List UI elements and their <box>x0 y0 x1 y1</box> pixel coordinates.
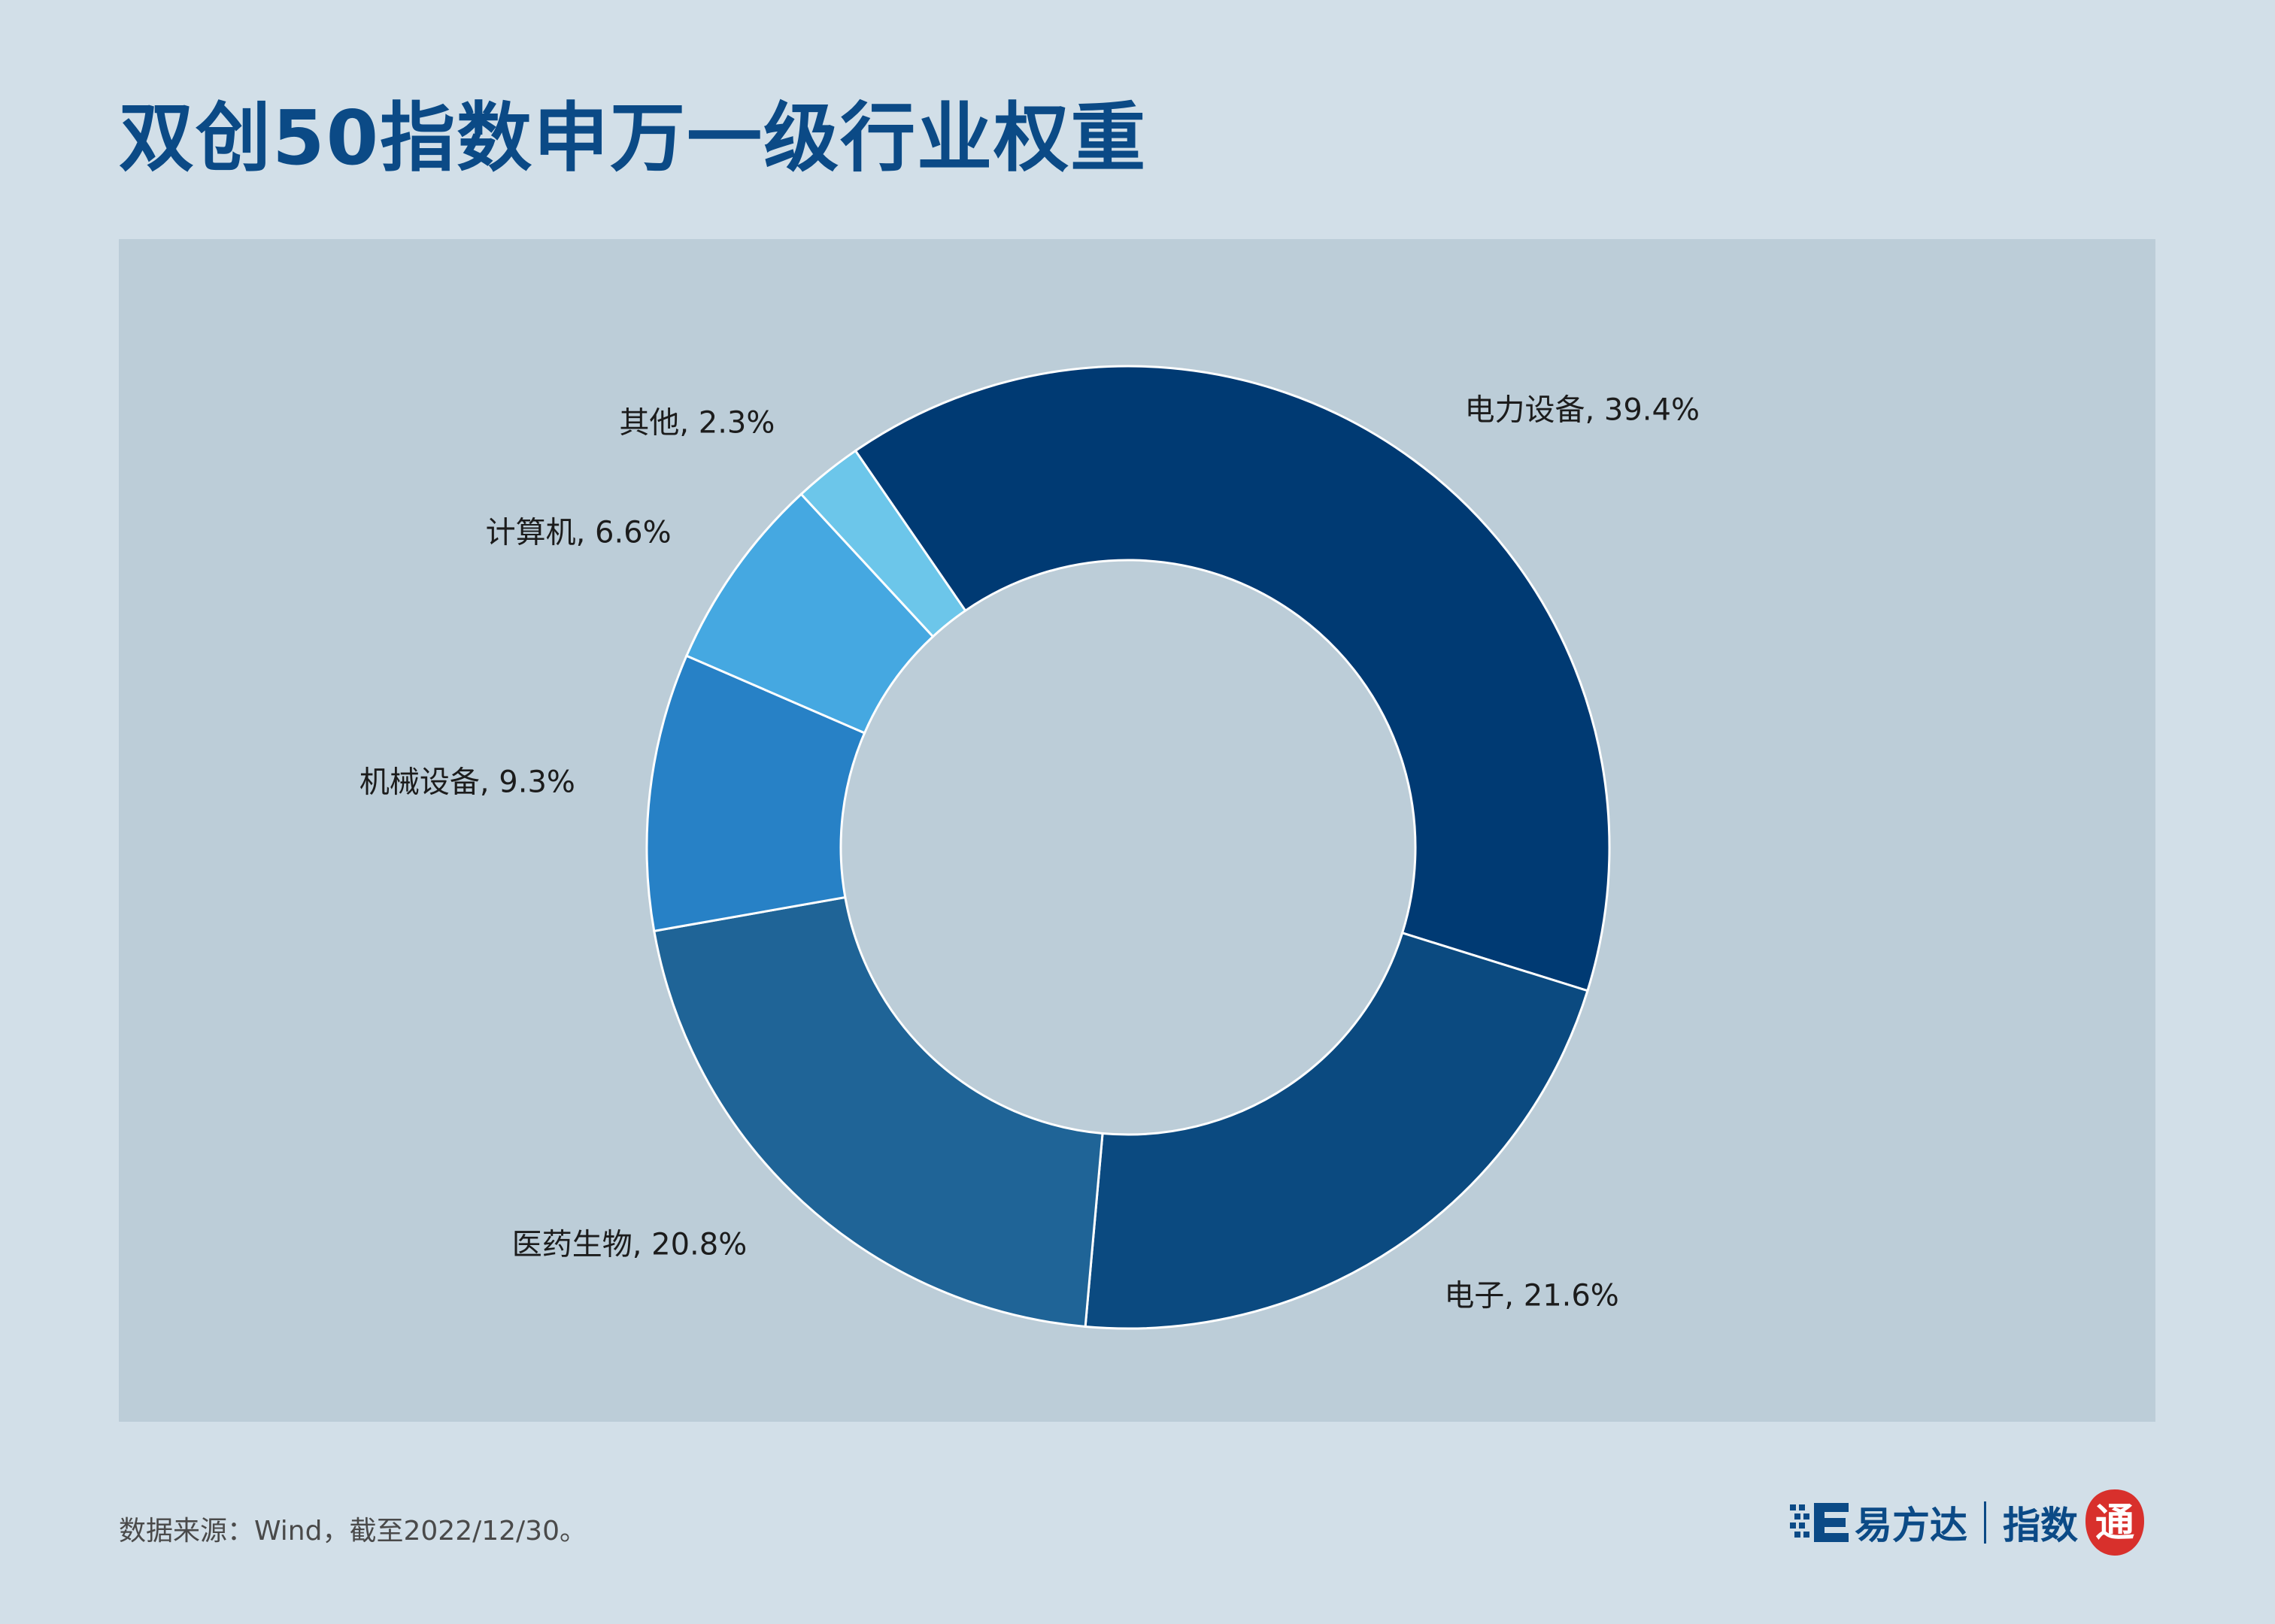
slice-label-1: 电力设备, 39.4% <box>1464 393 1700 428</box>
donut-chart: 电力设备, 39.4% 电子, 21.6% 医药生物, 20.8% 机械设备, 9.3… <box>359 365 1700 1330</box>
efund-logo-icon <box>1790 1503 1849 1542</box>
seal-char: 通 <box>2095 1501 2134 1546</box>
brand-product-name: 指数 <box>2003 1504 2078 1547</box>
donut-slice-2 <box>1084 931 1589 1330</box>
donut-slice-1 <box>854 365 1611 992</box>
slice-label-4: 机械设备, 9.3% <box>359 765 575 800</box>
brand-divider <box>1984 1501 1986 1544</box>
seal-stamp-icon: 通 <box>2085 1489 2144 1556</box>
data-source-note: 数据来源：Wind，截至2022/12/30。 <box>119 1516 587 1547</box>
slice-label-2: 电子, 21.6% <box>1444 1278 1619 1313</box>
slice-label-5: 计算机, 6.6% <box>486 516 672 550</box>
chart-title: 双创50指数申万一级行业权重 <box>119 94 1148 182</box>
slice-label-6: 其他, 2.3% <box>619 406 775 441</box>
donut-slice-6 <box>799 449 967 638</box>
chart-panel: 电力设备, 39.4% 电子, 21.6% 医药生物, 20.8% 机械设备, 9.3… <box>119 239 2155 1422</box>
brand-logo: 易方达 指数 通 <box>1790 1485 2147 1560</box>
donut-slice-3 <box>653 895 1104 1329</box>
slice-label-3: 医药生物, 20.8% <box>512 1228 748 1262</box>
brand-company-name: 易方达 <box>1855 1504 1967 1547</box>
